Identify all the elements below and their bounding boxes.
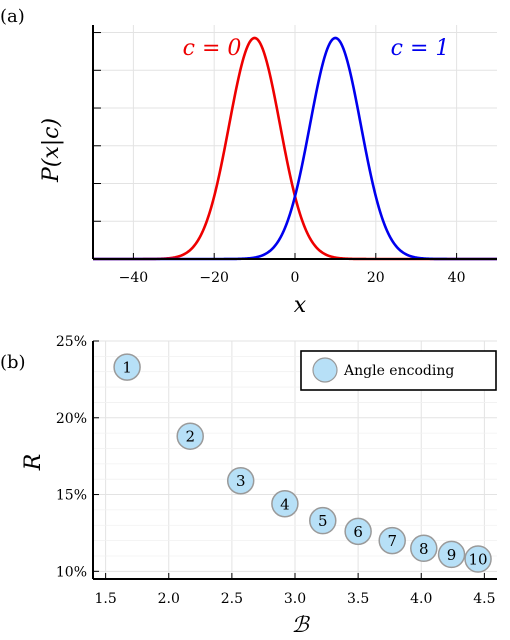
curve-label-c0: c = 0 <box>183 36 242 61</box>
x-tick-label: 4.5 <box>473 591 495 607</box>
point-label: 1 <box>122 359 132 377</box>
legend-marker <box>312 357 338 383</box>
data-point-6: 6 <box>344 517 372 546</box>
x-tick-label: 3.0 <box>284 591 306 607</box>
point-label: 10 <box>469 551 488 569</box>
panel-b-y-axis-label: R <box>21 454 46 472</box>
point-label: 7 <box>387 532 397 550</box>
point-marker <box>176 422 204 450</box>
point-marker <box>309 506 337 535</box>
x-tick-label: −20 <box>199 270 229 286</box>
point-label: 6 <box>353 523 363 541</box>
data-point-7: 7 <box>378 526 406 555</box>
data-point-2: 2 <box>176 422 204 450</box>
panel-b-x-axis-label: ℬ <box>291 613 310 638</box>
point-marker <box>464 545 492 573</box>
x-tick-label: 4.0 <box>410 591 432 607</box>
data-point-8: 8 <box>410 534 438 563</box>
point-marker <box>344 517 372 546</box>
point-label: 9 <box>447 546 457 564</box>
point-label: 2 <box>185 428 195 446</box>
point-label: 5 <box>318 512 328 530</box>
panel-a-label: (a) <box>0 6 25 27</box>
x-tick-label: 1.5 <box>94 591 116 607</box>
x-tick-label: −40 <box>119 270 149 286</box>
point-marker <box>226 466 255 495</box>
panel-b-label: (b) <box>0 352 26 373</box>
x-tick-label: 2.0 <box>158 591 180 607</box>
data-point-10: 10 <box>464 545 492 573</box>
x-tick-label: 20 <box>367 270 385 286</box>
panel-b-x-ticks: 1.5 2.0 2.5 3.0 3.5 4.0 4.5 <box>94 573 496 607</box>
data-point-5: 5 <box>309 506 337 535</box>
point-marker <box>437 540 466 569</box>
data-point-9: 9 <box>437 540 466 569</box>
panel-b-y-ticks: 10% 15% 20% 25% <box>56 334 99 580</box>
y-tick-label: 10% <box>56 564 87 580</box>
point-marker <box>378 526 406 555</box>
point-label: 8 <box>419 540 429 558</box>
point-label: 3 <box>236 472 246 490</box>
y-tick-label: 15% <box>56 488 87 504</box>
point-marker <box>410 534 438 563</box>
x-tick-label: 40 <box>448 270 466 286</box>
panel-a-x-ticks: −40 −20 0 20 40 <box>119 253 466 286</box>
data-point-4: 4 <box>271 490 299 518</box>
y-tick-label: 25% <box>56 334 87 350</box>
point-marker <box>271 490 299 518</box>
y-tick-label: 20% <box>56 411 87 427</box>
panel-b-points: 1 2 3 4 5 6 7 8 9 10 <box>113 353 492 573</box>
x-tick-label: 0 <box>291 270 300 286</box>
x-tick-label: 2.5 <box>221 591 243 607</box>
legend-label: Angle encoding <box>343 363 454 379</box>
panel-a-y-axis-label: P(x|c) <box>39 118 64 183</box>
panel-a-x-axis-label: x <box>294 293 307 318</box>
curve-label-c1: c = 1 <box>391 36 450 61</box>
panel-a: (a) −40 −20 0 20 40 x P(x|c) c = 0 c = 1 <box>0 6 497 318</box>
panel-b: (b) 1.5 2.0 2.5 3.0 3.5 4.0 4.5 10% 15% 20% 25% 1… <box>0 334 497 638</box>
data-point-1: 1 <box>113 353 141 381</box>
point-marker <box>113 353 141 381</box>
panel-a-grid <box>93 25 497 259</box>
x-tick-label: 3.5 <box>347 591 369 607</box>
legend: Angle encoding <box>300 350 497 391</box>
data-point-3: 3 <box>226 466 255 495</box>
point-label: 4 <box>280 495 290 513</box>
